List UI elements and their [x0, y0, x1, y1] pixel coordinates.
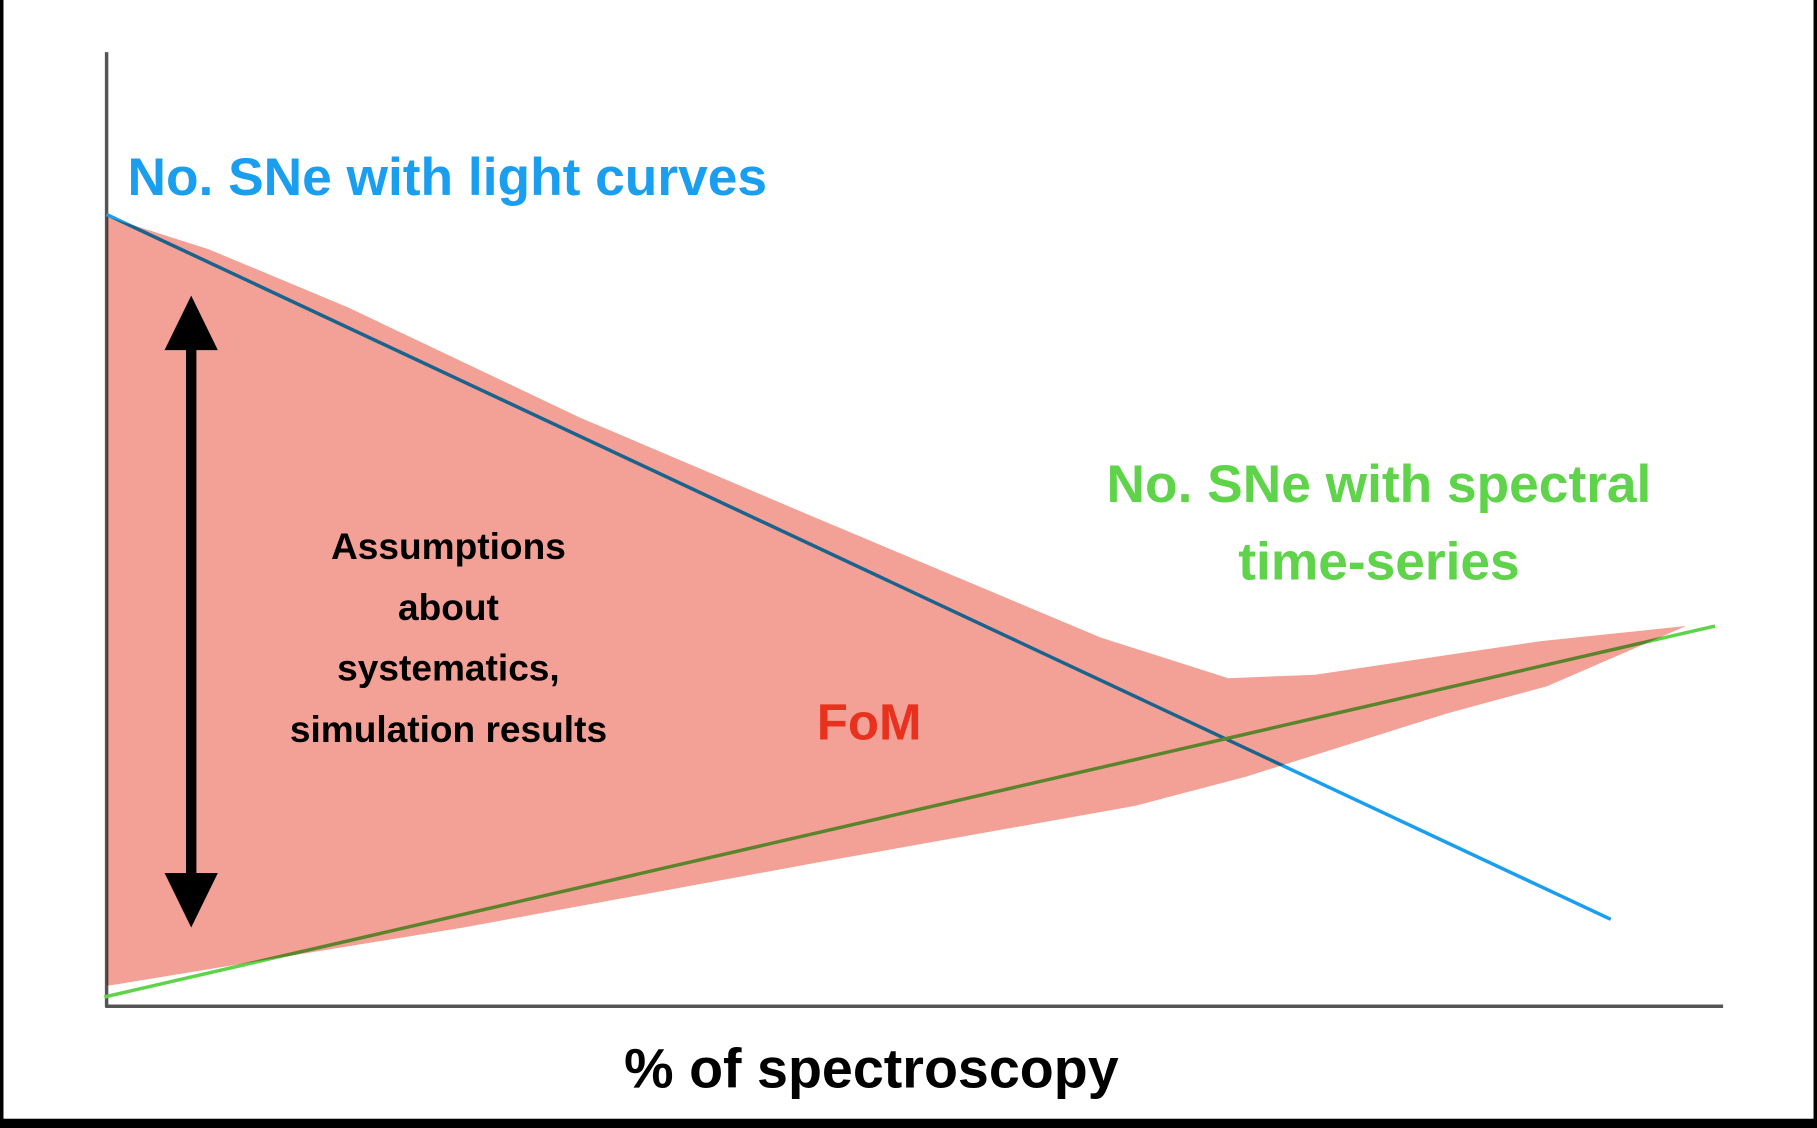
assumptions-label: about — [398, 586, 499, 628]
assumptions-label: systematics, — [337, 647, 560, 689]
light-curve-label: No. SNe with light curves — [127, 148, 767, 207]
bottom-border — [0, 1118, 1817, 1128]
fom-label: FoM — [817, 694, 922, 751]
spectral-label: time-series — [1238, 533, 1519, 592]
x-axis-label: % of spectroscopy — [624, 1037, 1119, 1099]
fom-region — [106, 216, 1687, 986]
double-arrow — [164, 295, 218, 928]
assumptions-label: Assumptions — [331, 525, 566, 567]
right-border — [1813, 0, 1817, 1128]
assumptions-label: simulation results — [290, 708, 607, 750]
left-border — [0, 0, 4, 1128]
spectral-label: No. SNe with spectral — [1107, 455, 1652, 514]
